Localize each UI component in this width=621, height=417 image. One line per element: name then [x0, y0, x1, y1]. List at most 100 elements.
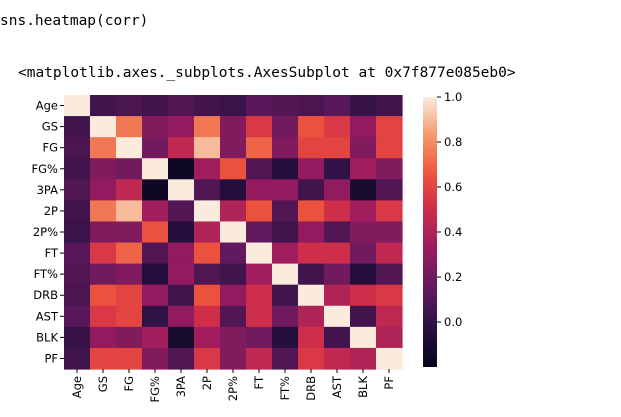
heatmap-cell-gs-ast	[324, 116, 351, 138]
x-tick-label: PF	[382, 376, 396, 390]
y-tick-label: 2P	[44, 204, 58, 218]
heatmap-cell-ftpct-blk	[350, 263, 377, 286]
heatmap-cell-fg-gs	[90, 137, 117, 159]
heatmap-cell-blk-pf	[376, 326, 403, 349]
heatmap-cell-age-3pa	[168, 95, 195, 117]
heatmap-cell-age-ftpct	[272, 95, 299, 117]
heatmap-cell-ast-ft	[246, 305, 273, 328]
heatmap-cell-fg-ftpct	[272, 137, 299, 159]
heatmap-cell-blk-ast	[324, 326, 351, 349]
heatmap-cell-gs-2ppct	[220, 116, 247, 138]
heatmap-cell-2ppct-blk	[350, 221, 377, 244]
heatmap-cell-3pa-2p	[194, 179, 221, 201]
heatmap-cell-pf-pf	[376, 347, 403, 370]
heatmap-cell-ast-fg	[116, 305, 143, 328]
heatmap-cell-3pa-ft	[246, 179, 273, 201]
heatmap-cell-ast-3pa	[168, 305, 195, 328]
heatmap-cell-ast-2p	[194, 305, 221, 328]
heatmap-cell-blk-drb	[298, 326, 325, 349]
heatmap-cell-ft-fgpct	[142, 242, 169, 265]
heatmap-cell-ast-2ppct	[220, 305, 247, 328]
cell-input-code[interactable]: sns.heatmap(corr)	[0, 13, 149, 29]
heatmap-cell-gs-blk	[350, 116, 377, 138]
heatmap-cell-age-gs	[90, 95, 117, 117]
heatmap-cell-2p-pf	[376, 200, 403, 223]
heatmap-cell-ast-drb	[298, 305, 325, 328]
heatmap-cell-ft-2p	[194, 242, 221, 265]
heatmap-cell-3pa-blk	[350, 179, 377, 201]
heatmap-cell-fgpct-ftpct	[272, 158, 299, 180]
heatmap-cell-ast-ftpct	[272, 305, 299, 328]
heatmap-cell-2ppct-pf	[376, 221, 403, 244]
x-tick-label: FT	[252, 375, 266, 389]
heatmap-cell-3pa-pf	[376, 179, 403, 201]
heatmap-cell-ftpct-ast	[324, 263, 351, 286]
x-tick-label: 3PA	[174, 376, 188, 398]
heatmap-cell-ftpct-drb	[298, 263, 325, 286]
heatmap-cell-2p-drb	[298, 200, 325, 223]
heatmap-cell-age-2p	[194, 95, 221, 117]
heatmap-cell-age-drb	[298, 95, 325, 117]
heatmap-cell-ft-drb	[298, 242, 325, 265]
heatmap-cell-blk-blk	[350, 326, 377, 349]
heatmap-cell-ast-ast	[324, 305, 351, 328]
heatmap-cell-pf-fg	[116, 347, 143, 370]
heatmap-cell-drb-age	[64, 284, 91, 307]
heatmap-cell-pf-gs	[90, 347, 117, 370]
heatmap-cell-fg-blk	[350, 137, 377, 159]
heatmap-cell-gs-drb	[298, 116, 325, 138]
heatmap-cell-3pa-gs	[90, 179, 117, 201]
heatmap-cell-fg-ft	[246, 137, 273, 159]
heatmap-cell-fgpct-2p	[194, 158, 221, 180]
heatmap-cell-age-fgpct	[142, 95, 169, 117]
heatmap-cell-2p-ast	[324, 200, 351, 223]
heatmap-cell-gs-pf	[376, 116, 403, 138]
heatmap-cell-fg-drb	[298, 137, 325, 159]
heatmap-cell-fgpct-ft	[246, 158, 273, 180]
heatmap-cell-fgpct-pf	[376, 158, 403, 180]
heatmap-cell-3pa-ast	[324, 179, 351, 201]
heatmap-cell-ftpct-3pa	[168, 263, 195, 286]
heatmap-cell-blk-2ppct	[220, 326, 247, 349]
heatmap-cell-blk-ftpct	[272, 326, 299, 349]
heatmap-cell-blk-gs	[90, 326, 117, 349]
heatmap-cell-2ppct-2p	[194, 221, 221, 244]
heatmap-cell-drb-ft	[246, 284, 273, 307]
y-tick-label: FT%	[34, 267, 58, 281]
y-tick-label: PF	[44, 351, 58, 365]
heatmap-cell-ast-pf	[376, 305, 403, 328]
heatmap-cell-3pa-2ppct	[220, 179, 247, 201]
heatmap-cell-2ppct-ftpct	[272, 221, 299, 244]
y-tick-label: DRB	[33, 288, 58, 302]
x-tick-labels: Age GS FG FG% 3PA 2P 2P% FT FT% DRB AST BLK PF	[70, 369, 396, 402]
heatmap-cell-fg-ast	[324, 137, 351, 159]
heatmap-cell-age-blk	[350, 95, 377, 117]
x-tick-label: FT%	[278, 376, 292, 400]
heatmap-cell-drb-ast	[324, 284, 351, 307]
heatmap-cell-2ppct-3pa	[168, 221, 195, 244]
heatmap-cell-ast-fgpct	[142, 305, 169, 328]
heatmap-cell-blk-age	[64, 326, 91, 349]
y-tick-label: AST	[36, 309, 59, 323]
heatmap-cell-drb-2p	[194, 284, 221, 307]
heatmap-cell-ft-age	[64, 242, 91, 265]
heatmap-cell-drb-pf	[376, 284, 403, 307]
y-tick-label: FG%	[32, 162, 59, 176]
y-tick-label: GS	[42, 120, 58, 134]
heatmap-cell-ast-gs	[90, 305, 117, 328]
x-tick-label: DRB	[304, 376, 318, 401]
y-tick-labels: Age GS FG FG% 3PA 2P 2P% FT FT% DRB AST BLK PF	[32, 99, 64, 365]
x-tick-label: 2P	[200, 376, 214, 390]
heatmap-cell-drb-3pa	[168, 284, 195, 307]
heatmap-cell-2p-3pa	[168, 200, 195, 223]
heatmap-cell-blk-2p	[194, 326, 221, 349]
heatmap-cell-fg-fg	[116, 137, 143, 159]
heatmap-cell-pf-drb	[298, 347, 325, 370]
heatmap-cell-fg-3pa	[168, 137, 195, 159]
heatmap-cell-2ppct-gs	[90, 221, 117, 244]
heatmap-cells	[64, 95, 403, 370]
heatmap-cell-fgpct-fg	[116, 158, 143, 180]
heatmap-cell-2p-2ppct	[220, 200, 247, 223]
heatmap-cell-ftpct-fg	[116, 263, 143, 286]
